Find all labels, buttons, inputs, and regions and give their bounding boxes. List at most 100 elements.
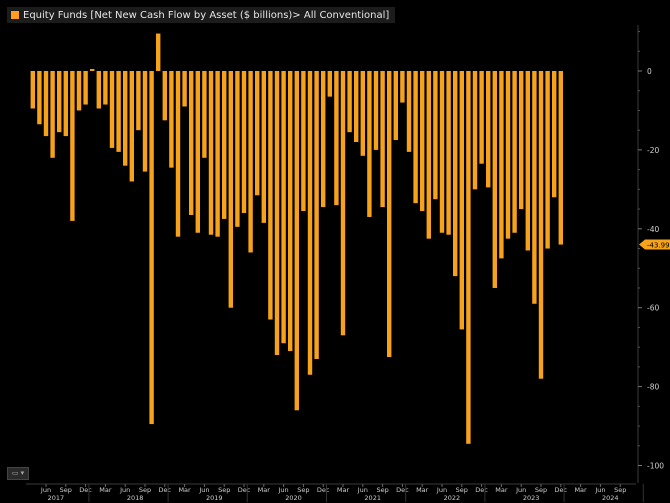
bar-17 xyxy=(142,71,148,172)
x-month-label: Sep xyxy=(218,486,230,494)
bar-65 xyxy=(459,71,464,330)
bar-9 xyxy=(90,69,95,71)
x-month-label: Sep xyxy=(297,486,309,494)
bar-16 xyxy=(136,71,141,131)
bar-22 xyxy=(175,71,181,237)
bar-37 xyxy=(274,71,280,356)
x-year-label: 2019 xyxy=(206,494,223,502)
bar-66 xyxy=(466,71,471,444)
x-month-label: Dec xyxy=(475,486,488,494)
bar-25 xyxy=(195,71,200,233)
x-month-label: Jun xyxy=(119,486,130,494)
last-value-label: -43.994 xyxy=(647,242,670,250)
x-month-label: Sep xyxy=(535,486,547,494)
x-month-label: Mar xyxy=(99,486,112,494)
bar-5 xyxy=(63,71,68,137)
x-year-label: 2023 xyxy=(523,494,540,502)
bar-39 xyxy=(288,71,293,352)
y-tick-label: -20 xyxy=(647,146,659,155)
x-month-label: Mar xyxy=(337,486,350,494)
bar-6 xyxy=(70,71,75,221)
bar-19 xyxy=(156,33,161,71)
x-month-label: Jun xyxy=(357,486,368,494)
last-value-flag xyxy=(639,239,670,250)
y-tick-label: -100 xyxy=(647,462,664,471)
bar-49 xyxy=(354,71,359,143)
x-year-label: 2020 xyxy=(285,494,302,502)
x-month-label: Mar xyxy=(416,486,429,494)
bar-4 xyxy=(57,71,62,133)
bar-18 xyxy=(149,71,154,425)
bar-70 xyxy=(492,71,497,288)
bar-30 xyxy=(228,71,233,308)
bar-63 xyxy=(446,71,451,235)
x-year-label: 2022 xyxy=(444,494,461,502)
bar-32 xyxy=(241,71,247,214)
y-tick-label: -60 xyxy=(647,304,659,313)
bar-42 xyxy=(307,71,313,375)
bar-38 xyxy=(281,71,286,344)
x-year-label: 2021 xyxy=(364,494,381,502)
x-month-label: Sep xyxy=(60,486,72,494)
bar-14 xyxy=(123,71,128,166)
bar-48 xyxy=(347,71,352,133)
bar-46 xyxy=(334,71,339,206)
x-year-label: 2017 xyxy=(48,494,65,502)
bar-31 xyxy=(235,71,240,227)
bar-54 xyxy=(387,71,392,358)
bar-29 xyxy=(222,71,227,219)
x-month-label: Jun xyxy=(515,486,526,494)
bar-52 xyxy=(373,71,379,150)
bar-27 xyxy=(208,71,214,235)
bar-21 xyxy=(169,71,174,168)
legend-swatch xyxy=(11,11,19,19)
x-month-label: Jun xyxy=(40,486,51,494)
x-month-label: Mar xyxy=(258,486,271,494)
bar-26 xyxy=(202,71,207,158)
x-month-label: Dec xyxy=(317,486,330,494)
bar-57 xyxy=(406,71,412,152)
x-month-label: Jun xyxy=(198,486,209,494)
bar-60 xyxy=(426,71,431,239)
x-month-label: Sep xyxy=(376,486,388,494)
bar-80 xyxy=(558,71,563,245)
bar-73 xyxy=(512,71,517,233)
bar-28 xyxy=(215,71,220,237)
bar-64 xyxy=(453,71,458,277)
x-month-label: Dec xyxy=(396,486,409,494)
menu-icon[interactable]: ▭ ▾ xyxy=(7,467,29,480)
bar-44 xyxy=(321,71,326,208)
bars-group xyxy=(30,33,563,444)
x-year-label: 2024 xyxy=(602,494,619,502)
last-value-marker: -43.994 xyxy=(639,239,670,250)
bar-50 xyxy=(360,71,365,156)
legend-label: Equity Funds [Net New Cash Flow by Asset… xyxy=(23,9,390,21)
bar-68 xyxy=(479,71,484,164)
bar-62 xyxy=(439,71,445,233)
x-month-label: Dec xyxy=(555,486,568,494)
bar-74 xyxy=(519,71,524,210)
bar-15 xyxy=(129,71,134,182)
bar-0 xyxy=(30,71,35,109)
bar-67 xyxy=(472,71,478,190)
bar-59 xyxy=(420,71,425,212)
bar-3 xyxy=(50,71,55,158)
bar-55 xyxy=(393,71,398,141)
bar-34 xyxy=(255,71,260,196)
bar-45 xyxy=(327,71,332,97)
bar-71 xyxy=(499,71,504,259)
bar-58 xyxy=(413,71,418,204)
bar-10 xyxy=(96,71,101,109)
x-month-label: Mar xyxy=(495,486,508,494)
bar-41 xyxy=(301,71,306,212)
bar-24 xyxy=(189,71,194,215)
bar-33 xyxy=(248,71,253,253)
bar-2 xyxy=(43,71,49,137)
bar-36 xyxy=(268,71,273,320)
bar-76 xyxy=(532,71,537,304)
bar-35 xyxy=(261,71,266,223)
x-month-label: Dec xyxy=(79,486,92,494)
x-month-label: Dec xyxy=(238,486,251,494)
bar-77 xyxy=(538,71,544,379)
